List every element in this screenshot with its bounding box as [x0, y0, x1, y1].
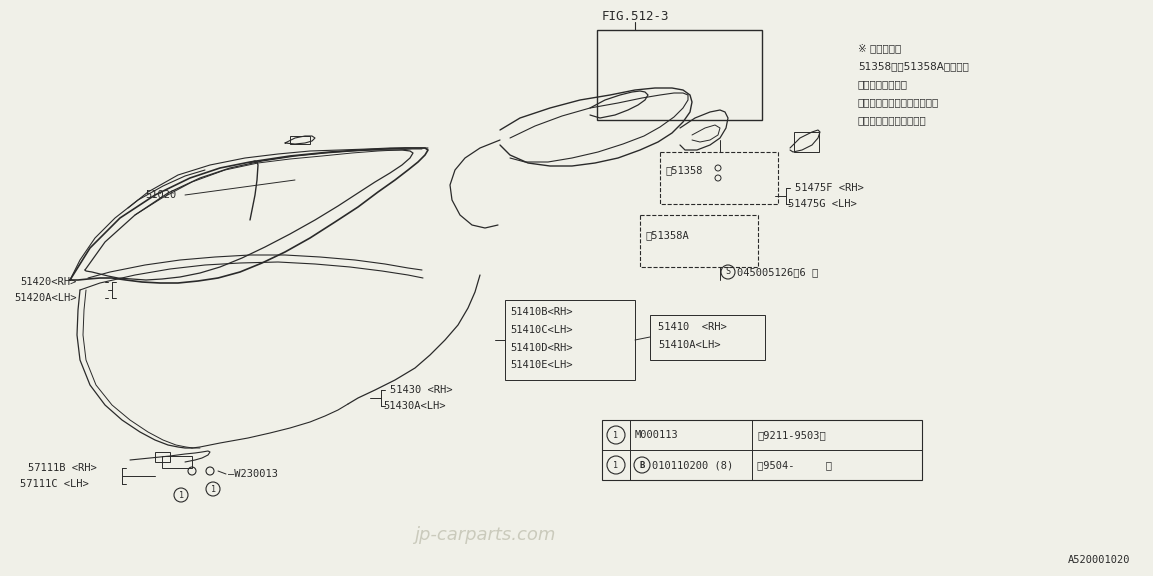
Text: 57111C <LH>: 57111C <LH> [20, 479, 89, 489]
Bar [505, 300, 635, 380]
Text: 010110200 (8): 010110200 (8) [651, 460, 733, 470]
Text: 51410B<RH>: 51410B<RH> [510, 307, 573, 317]
Text: 51410D<RH>: 51410D<RH> [510, 343, 573, 353]
Text: 51410  <RH>: 51410 <RH> [658, 322, 726, 332]
Text: 51410A<LH>: 51410A<LH> [658, 340, 721, 350]
Bar [794, 132, 819, 152]
Bar [660, 152, 778, 204]
Text: を9211-9503〉: を9211-9503〉 [758, 430, 826, 440]
Text: 廃止になりました: 廃止になりました [858, 79, 909, 89]
Text: 1: 1 [211, 484, 216, 494]
Text: 045005126（6 ）: 045005126（6 ） [737, 267, 819, 277]
Text: 51430A<LH>: 51430A<LH> [383, 401, 445, 411]
Text: 51430 <RH>: 51430 <RH> [390, 385, 452, 395]
Text: 1: 1 [613, 430, 618, 439]
Text: 57111B <RH>: 57111B <RH> [28, 463, 97, 473]
Text: A520001020: A520001020 [1068, 555, 1130, 565]
Text: ※51358A: ※51358A [645, 230, 688, 240]
Text: FIG.512-3: FIG.512-3 [601, 9, 669, 22]
Text: jp-carparts.com: jp-carparts.com [414, 526, 556, 544]
Bar [602, 420, 922, 480]
Bar [163, 456, 193, 468]
Text: B: B [639, 460, 645, 469]
Text: 51420A<LH>: 51420A<LH> [14, 293, 76, 303]
Text: 無い為補償いたしません: 無い為補償いたしません [858, 115, 927, 125]
Bar [291, 136, 310, 144]
Text: 51020: 51020 [145, 190, 176, 200]
Text: 51475G <LH>: 51475G <LH> [787, 199, 857, 209]
Text: S: S [725, 267, 731, 276]
Bar [640, 215, 758, 267]
Text: 1: 1 [613, 460, 618, 469]
Bar [155, 452, 169, 462]
Text: 51410E<LH>: 51410E<LH> [510, 360, 573, 370]
Text: M000113: M000113 [635, 430, 679, 440]
Text: 使用しなくても機能上問題は: 使用しなくても機能上問題は [858, 97, 940, 107]
Text: 51475F <RH>: 51475F <RH> [796, 183, 864, 193]
Text: —W230013: —W230013 [228, 469, 278, 479]
Text: 51358及的51358Aの部品は: 51358及的51358Aの部品は [858, 61, 969, 71]
Text: ※51358: ※51358 [665, 165, 702, 175]
Text: ※ 部品コード: ※ 部品コード [858, 43, 902, 53]
Bar [650, 315, 764, 360]
Bar [597, 30, 762, 120]
Text: を9504-     〉: を9504- 〉 [758, 460, 832, 470]
Text: 51410C<LH>: 51410C<LH> [510, 325, 573, 335]
Text: 51420<RH>: 51420<RH> [20, 277, 76, 287]
Text: 1: 1 [179, 491, 183, 499]
